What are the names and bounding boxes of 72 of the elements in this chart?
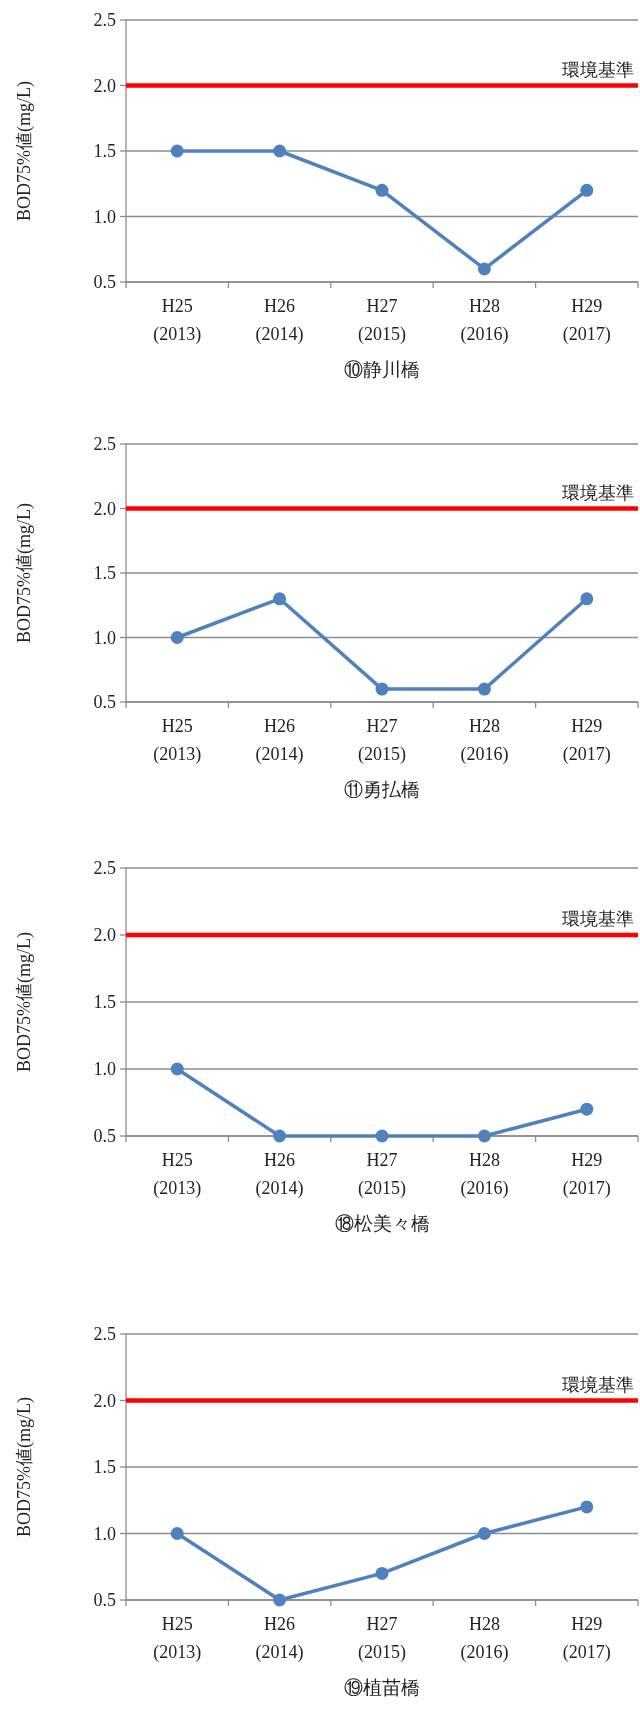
y-tick-label: 1.5 bbox=[93, 992, 116, 1012]
point bbox=[477, 682, 491, 696]
point bbox=[273, 592, 287, 606]
x-tick-label: H28 (2016) bbox=[460, 1150, 509, 1199]
x-tick-label: H26 (2014) bbox=[255, 716, 304, 765]
x-tick-label: H27 (2015) bbox=[358, 1614, 406, 1663]
x-tick-label: H29 (2017) bbox=[562, 716, 611, 765]
x-tick-label: H26 (2014) bbox=[255, 1614, 304, 1663]
point bbox=[170, 631, 184, 644]
y-tick-label: 2.5 bbox=[93, 434, 116, 454]
point bbox=[477, 1527, 491, 1540]
point bbox=[273, 144, 287, 158]
x-axis-title: ⑲植苗橋 bbox=[344, 1677, 420, 1698]
x-tick-label: H29 (2017) bbox=[562, 1150, 611, 1199]
y-tick-label: 0.5 bbox=[93, 1590, 116, 1610]
point bbox=[273, 1593, 287, 1607]
x-tick-label: H25 (2013) bbox=[153, 716, 202, 765]
y-tick-label: 1.5 bbox=[93, 1457, 116, 1477]
x-tick-label: H27 (2015) bbox=[358, 296, 406, 345]
x-tick-label: H28 (2016) bbox=[460, 716, 509, 765]
y-axis-title: BOD75%値(mg/L) bbox=[14, 81, 35, 221]
x-tick-label: H29 (2017) bbox=[562, 296, 611, 345]
ref-line-label: 環境基準 bbox=[562, 1374, 634, 1395]
y-axis-title: BOD75%値(mg/L) bbox=[14, 1397, 35, 1537]
ref-line-label: 環境基準 bbox=[562, 909, 634, 929]
y-tick-label: 2.0 bbox=[93, 1390, 116, 1411]
x-tick-label: H25 (2013) bbox=[153, 296, 202, 345]
point bbox=[477, 262, 491, 276]
y-tick-label: 1.0 bbox=[93, 1059, 116, 1079]
x-axis-title: ⑪勇払橋 bbox=[344, 779, 420, 800]
y-tick-label: 2.5 bbox=[93, 858, 116, 878]
point bbox=[375, 183, 389, 197]
y-tick-label: 1.0 bbox=[93, 627, 116, 648]
x-tick-label: H29 (2017) bbox=[562, 1614, 611, 1663]
point bbox=[170, 144, 184, 158]
x-tick-label: H28 (2016) bbox=[460, 296, 509, 345]
y-tick-label: 2.5 bbox=[93, 1324, 116, 1344]
y-tick-label: 2.0 bbox=[93, 498, 116, 519]
y-tick-label: 0.5 bbox=[93, 272, 116, 292]
point bbox=[273, 1129, 287, 1143]
y-tick-label: 1.0 bbox=[93, 206, 116, 227]
x-tick-label: H27 (2015) bbox=[358, 1150, 406, 1199]
y-tick-label: 2.0 bbox=[93, 925, 116, 945]
point bbox=[477, 1129, 491, 1143]
y-tick-label: 2.5 bbox=[93, 10, 116, 30]
point bbox=[170, 1527, 184, 1540]
y-tick-label: 0.5 bbox=[93, 692, 116, 712]
y-axis-title: BOD75%値(mg/L) bbox=[14, 503, 35, 643]
point bbox=[580, 1500, 594, 1514]
x-axis-title: ⑱松美々橋 bbox=[334, 1213, 430, 1234]
x-tick-label: H27 (2015) bbox=[358, 716, 406, 765]
x-tick-label: H26 (2014) bbox=[255, 1150, 304, 1199]
point bbox=[375, 1129, 389, 1143]
x-tick-label: H28 (2016) bbox=[460, 1614, 509, 1663]
y-tick-label: 1.5 bbox=[93, 563, 116, 583]
x-tick-label: H26 (2014) bbox=[255, 296, 304, 345]
ref-line-label: 環境基準 bbox=[562, 59, 634, 80]
x-axis-title: ⑩静川橋 bbox=[344, 359, 420, 380]
point bbox=[170, 1062, 184, 1076]
y-axis-title: BOD75%値(mg/L) bbox=[14, 932, 35, 1072]
y-tick-label: 1.0 bbox=[93, 1523, 116, 1544]
point bbox=[375, 682, 389, 696]
y-tick-label: 2.0 bbox=[93, 75, 116, 96]
point bbox=[375, 1566, 389, 1580]
point bbox=[580, 592, 594, 606]
point bbox=[580, 1102, 594, 1116]
x-tick-label: H25 (2013) bbox=[153, 1614, 202, 1663]
y-tick-label: 1.5 bbox=[93, 141, 116, 161]
point bbox=[580, 183, 594, 197]
x-tick-label: H25 (2013) bbox=[153, 1150, 202, 1199]
y-tick-label: 0.5 bbox=[93, 1126, 116, 1146]
ref-line-label: 環境基準 bbox=[562, 482, 634, 503]
